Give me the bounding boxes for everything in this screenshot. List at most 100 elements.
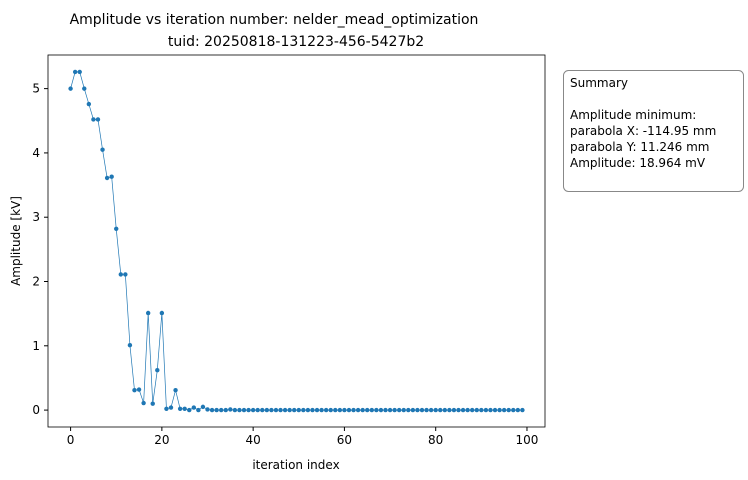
point	[433, 407, 438, 413]
point	[250, 407, 256, 413]
point	[438, 407, 443, 413]
point	[328, 407, 333, 413]
point	[282, 407, 288, 413]
summary-box	[563, 70, 744, 192]
point	[346, 407, 352, 413]
summary-line: parabola X: -114.95 mm	[570, 124, 716, 138]
point	[351, 407, 356, 413]
point	[214, 407, 219, 413]
point	[501, 407, 507, 413]
y-tick-label: 3	[32, 210, 40, 224]
point	[369, 407, 375, 413]
point	[173, 387, 178, 393]
point	[196, 407, 201, 413]
point	[406, 407, 411, 413]
point	[95, 117, 101, 122]
point	[86, 101, 92, 107]
point	[342, 407, 347, 413]
point	[177, 406, 183, 412]
point	[396, 407, 402, 413]
point	[392, 407, 397, 413]
point	[141, 400, 146, 406]
point	[337, 407, 343, 413]
point	[123, 272, 128, 277]
point	[365, 407, 370, 413]
point	[136, 387, 142, 392]
point	[305, 407, 311, 413]
point	[109, 174, 114, 179]
chart-title: Amplitude vs iteration number: nelder_me…	[70, 12, 479, 28]
point	[520, 407, 525, 413]
point	[241, 407, 247, 413]
point	[223, 407, 228, 413]
point	[447, 407, 452, 413]
point	[465, 407, 470, 413]
point	[415, 407, 420, 413]
point	[82, 86, 87, 91]
y-axis-label: Amplitude [kV]	[9, 196, 23, 286]
point	[410, 407, 416, 413]
summary-line: Amplitude: 18.964 mV	[570, 156, 706, 170]
point	[205, 407, 210, 412]
point	[323, 407, 329, 413]
point	[114, 226, 119, 231]
point	[387, 407, 393, 413]
point	[209, 407, 215, 413]
point	[273, 407, 279, 413]
point	[488, 407, 493, 413]
point	[260, 407, 265, 413]
point	[492, 407, 498, 413]
point	[278, 407, 283, 413]
point	[150, 401, 155, 406]
point	[68, 86, 73, 91]
point	[255, 407, 260, 413]
point	[182, 406, 187, 412]
point	[237, 407, 242, 413]
x-tick-label: 40	[246, 433, 261, 447]
chart-subtitle: tuid: 20250818-131223-456-5427b2	[168, 34, 424, 50]
point	[506, 407, 511, 413]
point	[460, 407, 466, 413]
x-axis-label: iteration index	[252, 458, 339, 472]
point	[383, 407, 388, 413]
point	[159, 310, 165, 316]
plot-frame	[47, 54, 546, 428]
summary-line: Amplitude minimum:	[570, 108, 696, 122]
point	[164, 406, 169, 412]
x-tick-label: 60	[337, 433, 352, 447]
summary-title: Summary	[570, 76, 628, 90]
point	[474, 407, 479, 413]
y-tick-label: 2	[32, 275, 40, 289]
point	[479, 407, 484, 413]
point	[360, 407, 365, 413]
point	[314, 407, 320, 413]
y-tick-label: 5	[32, 82, 40, 96]
point	[419, 407, 425, 413]
point	[187, 407, 192, 413]
point	[77, 69, 82, 75]
point	[246, 407, 251, 413]
point	[401, 407, 406, 413]
point	[378, 407, 384, 413]
summary-line: parabola Y: 11.246 mm	[570, 140, 710, 154]
point	[127, 342, 133, 348]
point	[470, 407, 475, 413]
point	[296, 407, 301, 413]
point	[155, 368, 160, 373]
point	[442, 407, 448, 413]
line	[70, 71, 523, 411]
point	[269, 407, 274, 413]
point	[264, 407, 270, 413]
point	[132, 387, 137, 393]
point	[511, 407, 516, 413]
x-tick-label: 100	[516, 433, 539, 447]
point	[301, 407, 306, 413]
point	[228, 407, 233, 412]
point	[91, 117, 96, 122]
y-tick-label: 1	[32, 339, 40, 353]
point	[104, 175, 110, 181]
point	[451, 407, 457, 413]
point	[168, 405, 174, 410]
point	[424, 407, 429, 413]
